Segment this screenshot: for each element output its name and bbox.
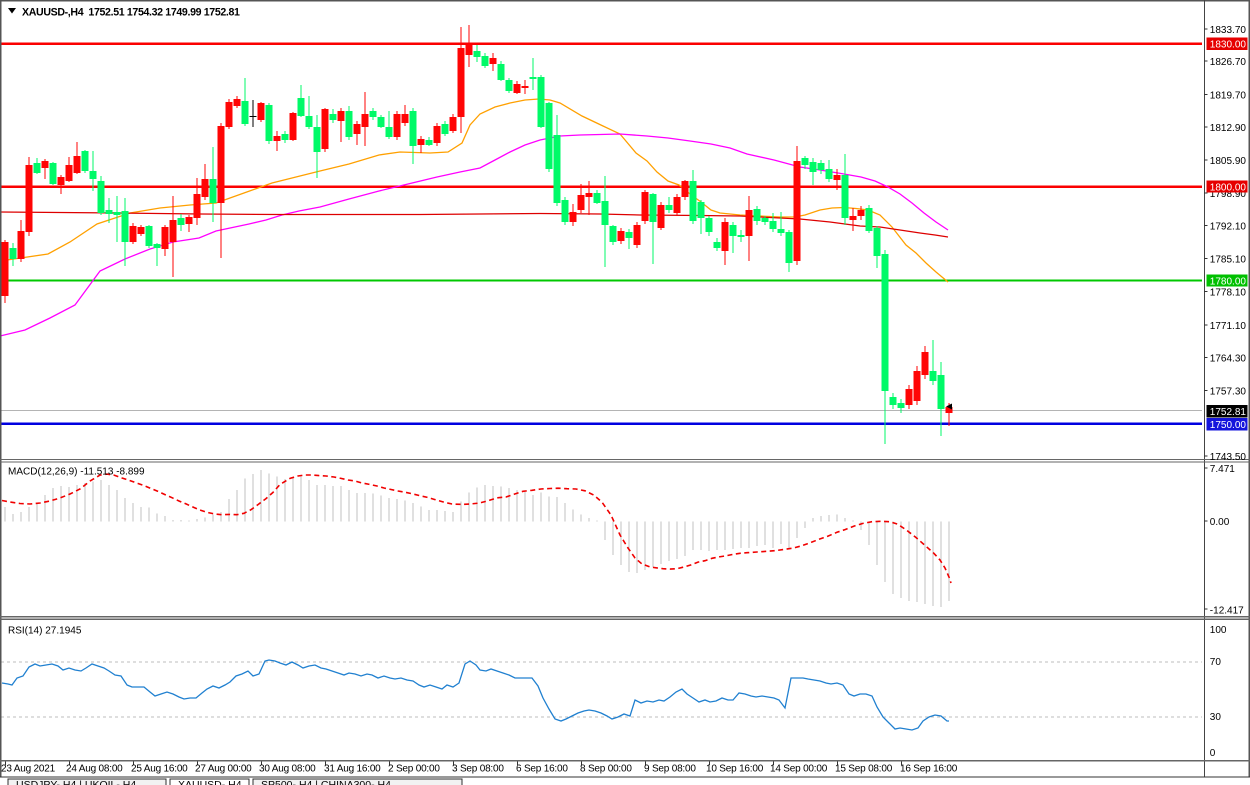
svg-text:1771.10: 1771.10 xyxy=(1210,321,1247,332)
svg-text:1752.81: 1752.81 xyxy=(1210,407,1247,418)
svg-text:1800.00: 1800.00 xyxy=(1210,182,1247,193)
svg-text:31 Aug 16:00: 31 Aug 16:00 xyxy=(324,764,381,775)
svg-text:2 Sep 00:00: 2 Sep 00:00 xyxy=(388,764,440,775)
svg-text:1805.90: 1805.90 xyxy=(1210,156,1247,167)
svg-text:1833.70: 1833.70 xyxy=(1210,25,1247,36)
svg-text:USDJPY-,H4 | UKOIL-,H4: USDJPY-,H4 | UKOIL-,H4 xyxy=(16,779,136,785)
svg-text:0.00: 0.00 xyxy=(1210,517,1230,528)
svg-text:-12.417: -12.417 xyxy=(1210,605,1244,616)
svg-text:24 Aug 08:00: 24 Aug 08:00 xyxy=(66,764,123,775)
svg-text:1785.10: 1785.10 xyxy=(1210,254,1247,265)
svg-text:1750.00: 1750.00 xyxy=(1210,420,1247,431)
svg-text:30: 30 xyxy=(1210,712,1222,723)
svg-text:1778.10: 1778.10 xyxy=(1210,287,1247,298)
svg-text:1812.90: 1812.90 xyxy=(1210,123,1247,134)
svg-text:XAUUSD-,H4 1752.51 1754.32 17: XAUUSD-,H4 1752.51 1754.32 1749.99 1752.… xyxy=(22,7,240,19)
svg-text:1792.10: 1792.10 xyxy=(1210,221,1247,232)
svg-text:14 Sep 00:00: 14 Sep 00:00 xyxy=(770,764,828,775)
svg-text:1780.00: 1780.00 xyxy=(1210,276,1247,287)
svg-text:0: 0 xyxy=(1210,748,1216,759)
svg-text:8 Sep 00:00: 8 Sep 00:00 xyxy=(580,764,632,775)
svg-text:15 Sep 08:00: 15 Sep 08:00 xyxy=(835,764,893,775)
svg-text:XAUUSD-,H4: XAUUSD-,H4 xyxy=(178,779,242,785)
svg-text:1798.90: 1798.90 xyxy=(1210,189,1247,200)
svg-text:27 Aug 00:00: 27 Aug 00:00 xyxy=(195,764,252,775)
svg-text:1764.30: 1764.30 xyxy=(1210,353,1247,364)
svg-text:6 Sep 16:00: 6 Sep 16:00 xyxy=(516,764,568,775)
svg-text:1757.30: 1757.30 xyxy=(1210,386,1247,397)
svg-text:10 Sep 16:00: 10 Sep 16:00 xyxy=(706,764,764,775)
svg-text:100: 100 xyxy=(1210,625,1227,636)
svg-text:RSI(14) 27.1945: RSI(14) 27.1945 xyxy=(8,626,82,637)
svg-text:MACD(12,26,9) -11.513 -8.899: MACD(12,26,9) -11.513 -8.899 xyxy=(8,467,145,478)
svg-text:7.471: 7.471 xyxy=(1210,464,1235,475)
svg-text:3 Sep 08:00: 3 Sep 08:00 xyxy=(452,764,504,775)
svg-text:1819.70: 1819.70 xyxy=(1210,90,1247,101)
svg-text:SP500-,H4 | CHINA300-,H4: SP500-,H4 | CHINA300-,H4 xyxy=(261,779,391,785)
svg-text:9 Sep 08:00: 9 Sep 08:00 xyxy=(644,764,696,775)
svg-text:70: 70 xyxy=(1210,657,1222,668)
svg-text:1830.00: 1830.00 xyxy=(1210,40,1247,51)
svg-text:23 Aug 2021: 23 Aug 2021 xyxy=(1,764,56,775)
svg-text:1743.50: 1743.50 xyxy=(1210,452,1247,463)
svg-text:25 Aug 16:00: 25 Aug 16:00 xyxy=(131,764,188,775)
svg-text:16 Sep 16:00: 16 Sep 16:00 xyxy=(900,764,958,775)
svg-text:1826.70: 1826.70 xyxy=(1210,57,1247,68)
svg-text:30 Aug 08:00: 30 Aug 08:00 xyxy=(259,764,316,775)
